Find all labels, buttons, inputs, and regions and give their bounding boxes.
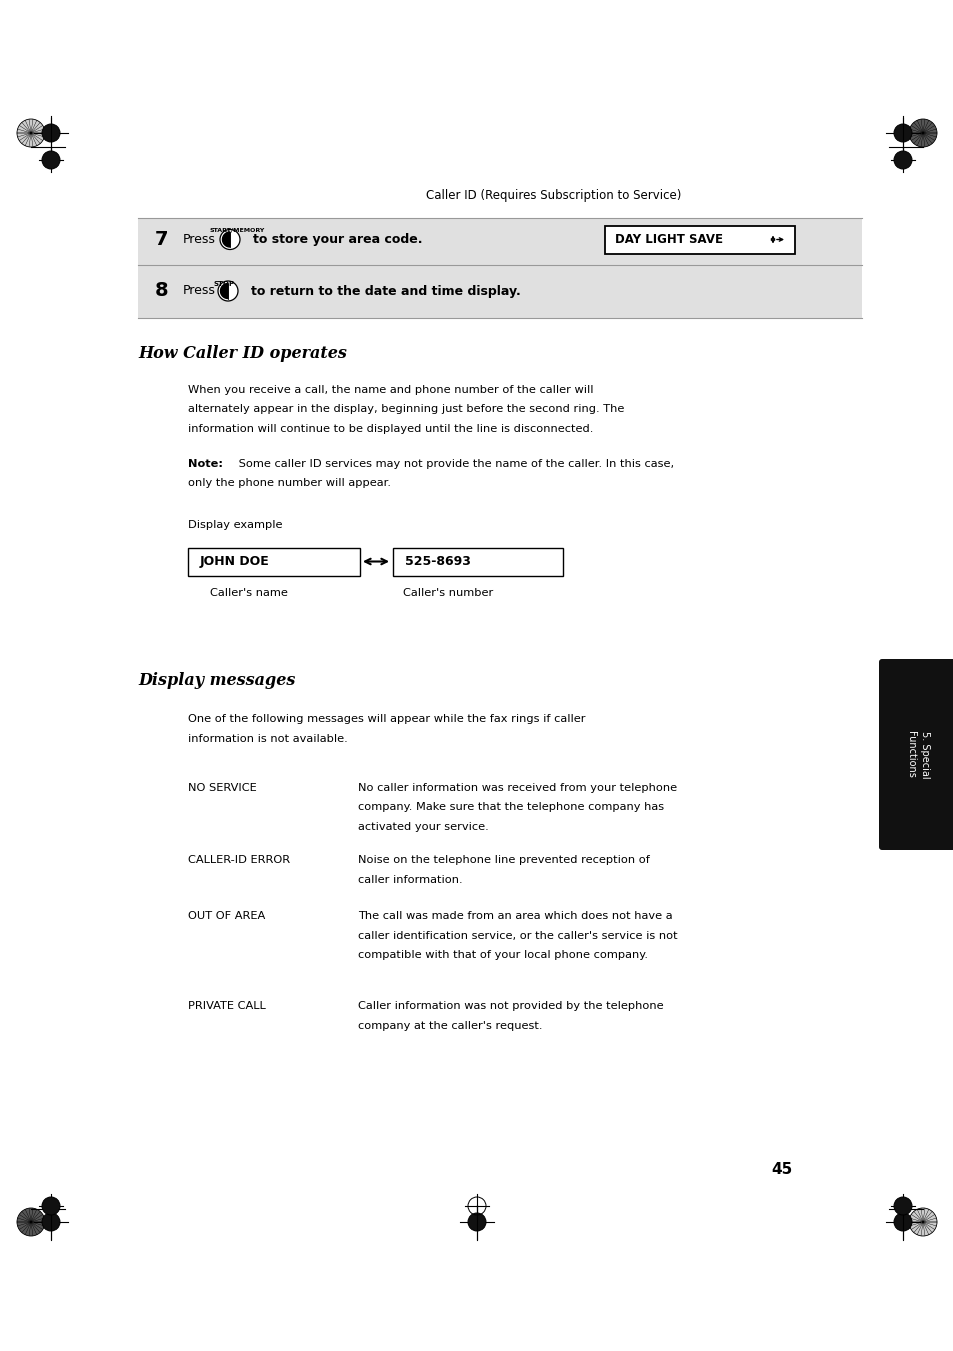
Text: Caller's number: Caller's number	[402, 588, 493, 597]
Text: 7: 7	[154, 230, 169, 249]
Text: Caller ID (Requires Subscription to Service): Caller ID (Requires Subscription to Serv…	[425, 189, 680, 201]
Polygon shape	[222, 232, 230, 247]
Circle shape	[908, 119, 936, 147]
Text: information will continue to be displayed until the line is disconnected.: information will continue to be displaye…	[188, 424, 593, 434]
Circle shape	[893, 1197, 911, 1215]
Text: activated your service.: activated your service.	[357, 821, 488, 832]
Text: Display example: Display example	[188, 520, 282, 530]
Text: Caller's name: Caller's name	[210, 588, 288, 597]
Text: caller identification service, or the caller's service is not: caller identification service, or the ca…	[357, 931, 677, 940]
Circle shape	[893, 124, 911, 142]
Circle shape	[17, 119, 45, 147]
Text: DAY LIGHT SAVE: DAY LIGHT SAVE	[615, 232, 722, 246]
Circle shape	[17, 1208, 45, 1236]
Text: When you receive a call, the name and phone number of the caller will: When you receive a call, the name and ph…	[188, 385, 593, 394]
Text: Display messages: Display messages	[138, 671, 295, 689]
Circle shape	[42, 124, 60, 142]
Circle shape	[42, 151, 60, 169]
Bar	[188, 547, 359, 576]
Circle shape	[218, 281, 237, 301]
Circle shape	[893, 151, 911, 169]
Text: company. Make sure that the telephone company has: company. Make sure that the telephone co…	[357, 802, 663, 812]
Bar	[604, 226, 794, 254]
Text: 8: 8	[154, 281, 169, 300]
Text: information is not available.: information is not available.	[188, 734, 348, 743]
Circle shape	[42, 1213, 60, 1231]
Text: CALLER-ID ERROR: CALLER-ID ERROR	[188, 855, 290, 865]
Text: compatible with that of your local phone company.: compatible with that of your local phone…	[357, 950, 647, 961]
Bar	[393, 547, 562, 576]
Circle shape	[893, 1213, 911, 1231]
Text: 525-8693: 525-8693	[405, 555, 471, 567]
Text: START/MEMORY: START/MEMORY	[210, 228, 265, 232]
Text: No caller information was received from your telephone: No caller information was received from …	[357, 784, 677, 793]
Text: PRIVATE CALL: PRIVATE CALL	[188, 1001, 266, 1011]
Text: Noise on the telephone line prevented reception of: Noise on the telephone line prevented re…	[357, 855, 649, 865]
Text: alternately appear in the display, beginning just before the second ring. The: alternately appear in the display, begin…	[188, 404, 623, 415]
Polygon shape	[220, 284, 228, 299]
Text: How Caller ID operates: How Caller ID operates	[138, 345, 347, 362]
Circle shape	[468, 1213, 485, 1231]
Text: NO SERVICE: NO SERVICE	[188, 784, 256, 793]
Text: 5. Special
Functions: 5. Special Functions	[905, 731, 929, 778]
Text: OUT OF AREA: OUT OF AREA	[188, 911, 265, 921]
FancyBboxPatch shape	[878, 659, 953, 850]
Text: Press: Press	[183, 285, 215, 297]
Text: to store your area code.: to store your area code.	[253, 232, 422, 246]
Text: company at the caller's request.: company at the caller's request.	[357, 1020, 542, 1031]
Circle shape	[908, 1208, 936, 1236]
Text: to return to the date and time display.: to return to the date and time display.	[251, 285, 520, 297]
Text: The call was made from an area which does not have a: The call was made from an area which doe…	[357, 911, 672, 921]
Circle shape	[42, 1197, 60, 1215]
Text: STOP: STOP	[213, 281, 234, 286]
Text: One of the following messages will appear while the fax rings if caller: One of the following messages will appea…	[188, 713, 585, 724]
Text: caller information.: caller information.	[357, 874, 462, 885]
Bar	[138, 218, 862, 317]
Text: Some caller ID services may not provide the name of the caller. In this case,: Some caller ID services may not provide …	[234, 458, 674, 469]
Text: Note:: Note:	[188, 458, 223, 469]
Text: JOHN DOE: JOHN DOE	[200, 555, 270, 567]
Text: Caller information was not provided by the telephone: Caller information was not provided by t…	[357, 1001, 663, 1011]
Text: 45: 45	[771, 1162, 792, 1178]
Circle shape	[220, 230, 240, 250]
Text: only the phone number will appear.: only the phone number will appear.	[188, 478, 391, 488]
Text: Press: Press	[183, 232, 215, 246]
